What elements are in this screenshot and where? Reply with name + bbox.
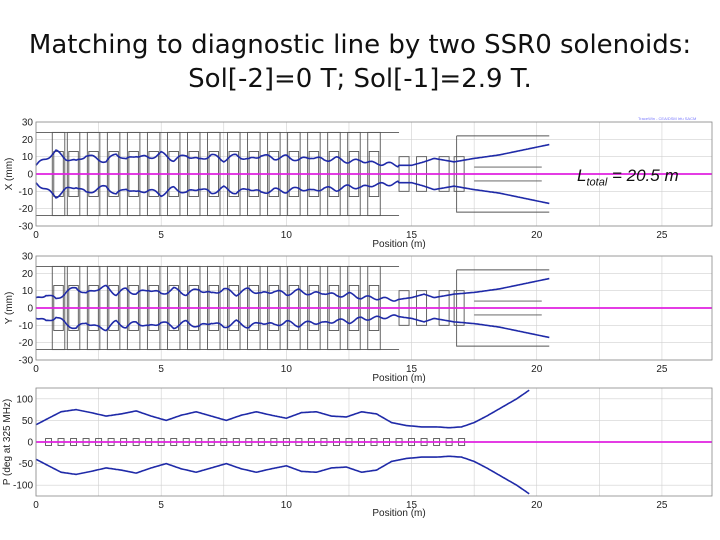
- y-axis-label: P (deg at 325 MHz): [2, 399, 13, 486]
- y-tick-label: 20: [22, 269, 34, 280]
- y-axis-label: X (mm): [4, 158, 15, 191]
- y-tick-label: 0: [27, 170, 33, 181]
- x-axis-label: Position (m): [372, 373, 425, 384]
- chart-panel-1: 0 5 10 15 20 25 30 20 10 0 -10 -20 -30 Position (m) X …: [4, 118, 713, 250]
- x-tick-label: 0: [33, 500, 39, 511]
- envelope-lower-line: [35, 455, 530, 495]
- x-tick-label: 5: [158, 230, 164, 241]
- x-tick-label: 25: [656, 500, 668, 511]
- x-tick-label: 0: [33, 364, 39, 375]
- annotation-symbol: L: [577, 166, 587, 185]
- drift-outline: [474, 166, 542, 182]
- x-tick-label: 0: [33, 230, 39, 241]
- y-tick-label: -50: [19, 459, 34, 470]
- y-tick-label: -20: [19, 204, 34, 215]
- x-tick-label: 15: [406, 500, 418, 511]
- chart-panel-3: 0 5 10 15 20 25 100 50 0 -50 -100 Position (m) P (de…: [2, 387, 713, 519]
- y-tick-label: 100: [16, 394, 33, 405]
- y-axis-label: Y (mm): [4, 292, 15, 325]
- x-tick-label: 10: [281, 230, 293, 241]
- x-tick-label: 20: [531, 500, 543, 511]
- y-tick-label: -10: [19, 187, 34, 198]
- x-tick-label: 10: [281, 500, 293, 511]
- x-tick-label: 5: [158, 500, 164, 511]
- x-tick-label: 20: [531, 364, 543, 375]
- x-axis-label: Position (m): [372, 508, 425, 519]
- x-tick-label: 15: [406, 230, 418, 241]
- envelope-upper-line: [35, 143, 550, 168]
- x-tick-label: 10: [281, 364, 293, 375]
- x-tick-label: 15: [406, 364, 418, 375]
- chart-panel-2: 0 5 10 15 20 25 30 20 10 0 -10 -20 -30 Position (m) Y …: [4, 252, 713, 384]
- x-tick-label: 5: [158, 364, 164, 375]
- x-tick-label: 25: [656, 230, 668, 241]
- envelope-upper-line: [35, 389, 530, 429]
- y-tick-label: 0: [27, 438, 33, 449]
- software-credit: TraceWin - CEA/DSM Irfu SACM: [638, 116, 697, 121]
- y-tick-label: 0: [27, 304, 33, 315]
- envelope-upper-line: [35, 277, 550, 302]
- slide-title: Matching to diagnostic line by two SSR0 …: [0, 28, 720, 96]
- y-tick-label: 10: [22, 286, 34, 297]
- drift-outline: [474, 300, 542, 316]
- y-tick-label: 30: [22, 252, 34, 263]
- y-tick-label: -30: [19, 222, 34, 233]
- y-tick-label: -30: [19, 356, 34, 367]
- title-line-1: Matching to diagnostic line by two SSR0 …: [28, 30, 692, 60]
- x-tick-label: 20: [531, 230, 543, 241]
- plot-frame: [35, 255, 713, 361]
- beam-pipe-outline: [456, 269, 550, 347]
- total-length-annotation: Ltotal = 20.5 m: [577, 166, 679, 188]
- x-axis-label: Position (m): [372, 239, 425, 250]
- y-tick-label: -100: [13, 481, 33, 492]
- y-tick-label: 10: [22, 152, 34, 163]
- y-tick-label: 50: [22, 416, 34, 427]
- title-line-2: Sol[-2]=0 T; Sol[-1]=2.9 T.: [188, 64, 532, 94]
- y-tick-label: -20: [19, 338, 34, 349]
- annotation-subscript: total: [586, 176, 608, 189]
- annotation-value: = 20.5 m: [607, 166, 679, 185]
- y-tick-label: 30: [22, 118, 34, 129]
- x-tick-label: 25: [656, 364, 668, 375]
- envelope-lower-line: [35, 180, 550, 205]
- y-tick-label: 20: [22, 135, 34, 146]
- envelope-lower-line: [35, 314, 550, 339]
- plot-frame: [35, 121, 713, 227]
- y-tick-label: -10: [19, 321, 34, 332]
- plot-frame: [35, 387, 713, 497]
